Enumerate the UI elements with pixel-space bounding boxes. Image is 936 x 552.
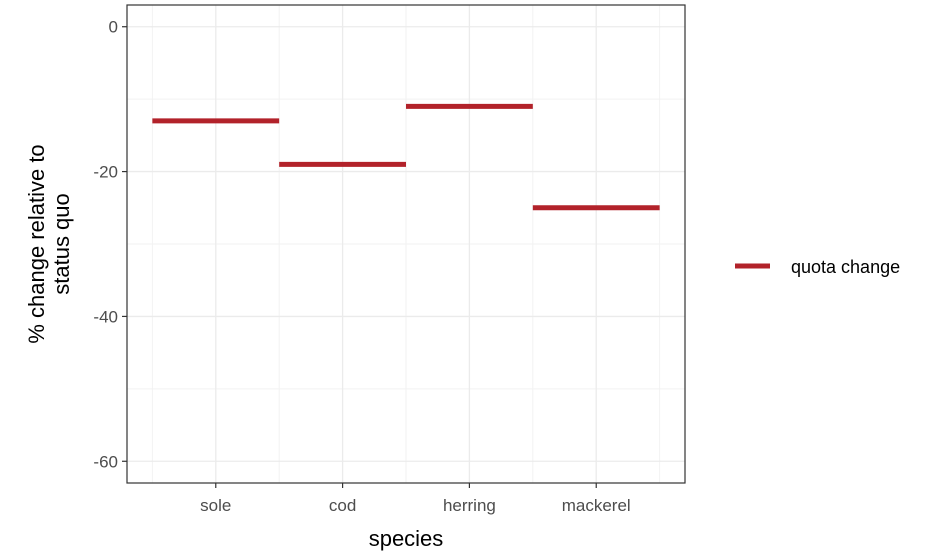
- minor-gridlines: [127, 5, 685, 483]
- x-axis: sole cod herring mackerel: [200, 483, 631, 515]
- legend-label-quota-change: quota change: [791, 257, 900, 277]
- y-axis-title-line-2: status quo: [49, 193, 74, 295]
- x-tick-label-mackerel: mackerel: [562, 496, 631, 515]
- data-marks: [152, 103, 660, 211]
- plot-border: [126, 4, 686, 484]
- x-tick-label-cod: cod: [329, 496, 356, 515]
- legend: quota change: [735, 257, 900, 277]
- x-axis-title: species: [369, 526, 444, 551]
- y-axis-title-line-1: % change relative to: [24, 144, 49, 343]
- x-tick-label-sole: sole: [200, 496, 231, 515]
- major-gridlines: [127, 5, 685, 483]
- y-tick-label: 0: [109, 18, 118, 37]
- y-tick-label: -60: [93, 452, 118, 471]
- y-tick-label: -40: [93, 307, 118, 326]
- y-axis: 0 -20 -40 -60: [93, 18, 127, 471]
- y-axis-title: % change relative to status quo: [24, 144, 74, 343]
- x-tick-label-herring: herring: [443, 496, 496, 515]
- y-tick-label: -20: [93, 163, 118, 182]
